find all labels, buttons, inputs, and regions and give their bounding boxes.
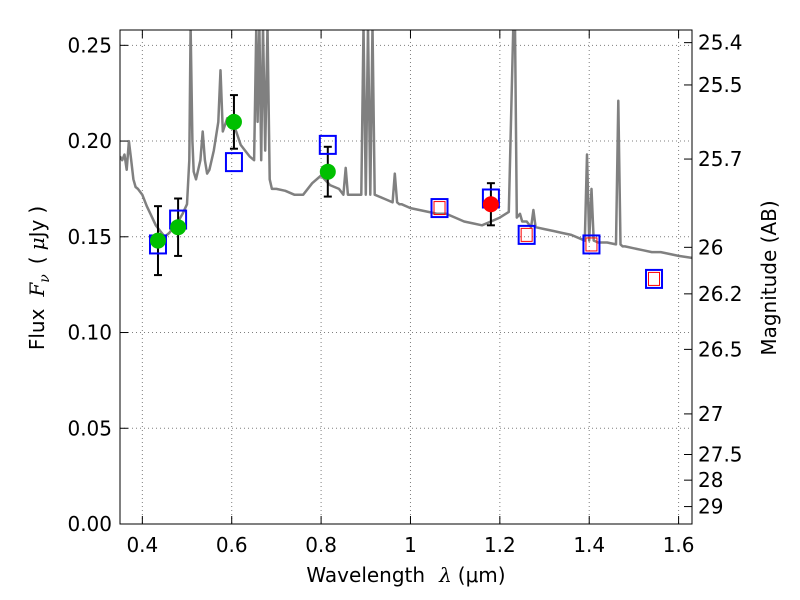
x-tick-label: 1 xyxy=(404,533,417,557)
magnitude-tick-label: 25.5 xyxy=(698,73,743,97)
y-tick-label: 0.15 xyxy=(67,225,112,249)
photometry-point xyxy=(170,219,187,236)
model-photometry-box xyxy=(517,224,536,245)
tick-marks xyxy=(120,30,692,525)
sed-line xyxy=(120,30,692,260)
model-photometry-box xyxy=(582,234,601,255)
magnitude-tick-label: 25.7 xyxy=(698,147,743,171)
x-axis-label: Wavelength λ (μm) xyxy=(306,563,505,587)
observed-photometry-points xyxy=(149,113,499,249)
y-tick-labels: 0.00 0.05 0.10 0.15 0.20 0.25 xyxy=(67,33,112,536)
x-tick-label: 1.2 xyxy=(484,533,516,557)
photometry-point xyxy=(482,196,499,213)
model-photometry-box-inner xyxy=(433,201,446,216)
photometry-point xyxy=(149,232,166,249)
model-photometry-box-inner xyxy=(520,227,533,242)
photometry-point xyxy=(319,163,336,180)
y-tick-label: 0.10 xyxy=(67,321,112,345)
magnitude-tick-label: 29 xyxy=(698,495,723,519)
y2-axis-label: Magnitude (AB) xyxy=(757,200,781,355)
error-bars xyxy=(153,94,495,277)
magnitude-tick-label: 28 xyxy=(698,468,723,492)
photometry-point xyxy=(225,113,242,130)
y-tick-label: 0.00 xyxy=(67,512,112,536)
magnitude-tick-label: 27.5 xyxy=(698,442,743,466)
magnitude-tick-label: 26.2 xyxy=(698,282,743,306)
x-tick-label: 1.6 xyxy=(663,533,695,557)
model-photometry-box xyxy=(430,198,449,219)
y-tick-label: 0.20 xyxy=(67,129,112,153)
model-photometry-box xyxy=(645,268,664,289)
magnitude-tick-label: 26 xyxy=(698,235,723,259)
model-photometry-box-inner xyxy=(585,237,598,252)
model-photometry-box xyxy=(318,134,337,155)
x-tick-label: 1.4 xyxy=(573,533,605,557)
y-axis-label: FluxFν(μJy) xyxy=(25,206,53,350)
x-tick-label: 0.4 xyxy=(126,533,158,557)
model-photometry-box-inner xyxy=(648,271,661,286)
grid xyxy=(120,30,692,525)
plot-frame xyxy=(119,29,693,525)
magnitude-tick-labels: 25.4 25.5 25.7 26 26.2 26.5 27 27.528 29 xyxy=(698,31,743,519)
x-tick-label: 0.8 xyxy=(305,533,337,557)
model-photometry-box xyxy=(224,152,243,173)
x-tick-label: 0.6 xyxy=(216,533,248,557)
magnitude-tick-label: 27 xyxy=(698,402,723,426)
y-tick-label: 0.25 xyxy=(67,33,112,57)
magnitude-tick-label: 25.4 xyxy=(698,31,743,55)
sed-curve-layer xyxy=(120,30,692,260)
magnitude-tick-label: 26.5 xyxy=(698,337,743,361)
y-tick-label: 0.05 xyxy=(67,416,112,440)
x-tick-labels: 0.4 0.6 0.8 1 1.2 1.4 1.6 xyxy=(126,533,694,557)
